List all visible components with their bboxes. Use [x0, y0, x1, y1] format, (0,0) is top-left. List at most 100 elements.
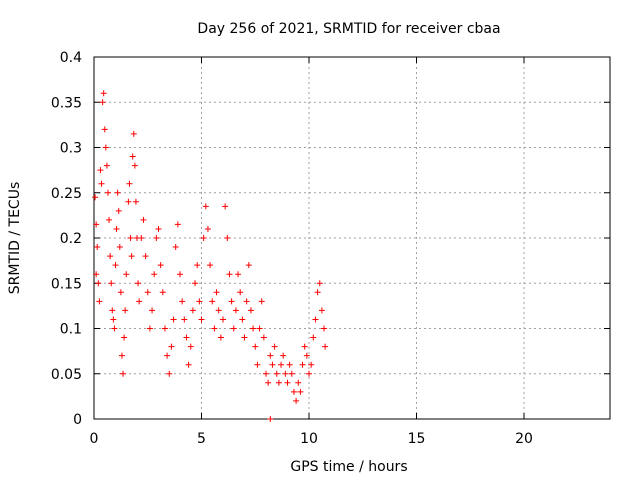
- data-point: [239, 316, 246, 323]
- data-point: [129, 153, 136, 160]
- data-point: [241, 334, 248, 341]
- data-point: [135, 280, 142, 287]
- data-point: [198, 316, 205, 323]
- data-point: [297, 388, 304, 395]
- x-axis: 0 5 10 15 20: [90, 57, 533, 447]
- data-point: [271, 343, 278, 350]
- x-axis-label: GPS time / hours: [290, 459, 407, 475]
- data-point: [273, 370, 280, 377]
- y-tick-label: 0.2: [60, 231, 82, 247]
- data-point: [128, 253, 135, 260]
- data-point: [123, 271, 130, 278]
- x-tick-label: 20: [515, 431, 533, 447]
- data-point: [303, 352, 310, 359]
- y-axis: 0 0.05 0.1 0.15 0.2 0.25 0.3 0.35 0.4: [51, 50, 610, 428]
- data-point: [161, 325, 168, 332]
- data-point: [108, 280, 115, 287]
- data-point: [278, 361, 285, 368]
- data-point: [235, 271, 242, 278]
- data-point: [222, 203, 229, 210]
- data-point: [177, 271, 183, 278]
- data-point: [95, 280, 102, 287]
- y-tick-label: 0.05: [51, 367, 82, 383]
- data-point: [192, 280, 199, 287]
- data-point: [301, 343, 308, 350]
- data-point: [121, 334, 128, 341]
- data-point: [120, 370, 127, 377]
- y-axis-label: SRMTID / TECUs: [7, 182, 23, 295]
- data-point: [127, 235, 134, 241]
- data-point: [92, 194, 99, 201]
- data-point: [314, 289, 321, 296]
- data-point: [112, 262, 119, 269]
- data-point: [109, 307, 116, 314]
- data-point: [282, 370, 289, 377]
- y-tick-label: 0.3: [60, 141, 82, 157]
- data-point: [269, 361, 276, 368]
- data-point: [226, 271, 233, 278]
- data-point: [104, 189, 111, 196]
- data-point: [213, 289, 220, 296]
- data-point: [187, 343, 194, 350]
- data-point: [115, 207, 122, 214]
- y-tick-label: 0.35: [51, 95, 82, 111]
- data-point: [211, 325, 218, 332]
- y-tick-label: 0.4: [60, 50, 82, 66]
- data-point: [316, 280, 323, 287]
- data-point: [245, 262, 252, 269]
- data-point: [207, 262, 214, 269]
- data-point: [306, 370, 312, 377]
- data-point: [151, 271, 158, 278]
- data-point: [185, 361, 192, 368]
- data-point: [258, 298, 265, 305]
- data-point: [299, 361, 306, 368]
- data-point: [183, 334, 190, 341]
- grid: [94, 57, 610, 419]
- x-tick-label: 15: [408, 431, 426, 447]
- data-point: [247, 307, 254, 314]
- data-point: [288, 370, 295, 377]
- data-point: [146, 325, 153, 332]
- data-point: [265, 379, 272, 386]
- x-tick-label: 10: [300, 431, 318, 447]
- data-point: [230, 325, 237, 332]
- data-point: [308, 361, 315, 368]
- x-tick-label: 5: [197, 431, 206, 447]
- data-point: [132, 198, 139, 205]
- data-point: [93, 221, 100, 228]
- data-point: [275, 379, 282, 386]
- data-point: [224, 235, 231, 241]
- data-point: [284, 379, 291, 386]
- data-point: [96, 298, 103, 305]
- data-point: [142, 253, 149, 260]
- data-point: [117, 289, 124, 296]
- data-point: [140, 216, 147, 223]
- data-point: [202, 203, 209, 210]
- data-point: [94, 244, 101, 251]
- chart-title: Day 256 of 2021, SRMTID for receiver cba…: [197, 21, 500, 37]
- data-point: [164, 352, 171, 359]
- data-point: [215, 307, 222, 314]
- data-point: [168, 343, 175, 350]
- data-point: [267, 416, 274, 422]
- data-point: [103, 162, 110, 169]
- data-series: [92, 90, 329, 422]
- data-point: [280, 352, 287, 359]
- data-point: [321, 325, 328, 332]
- data-point: [196, 298, 203, 305]
- data-point: [102, 144, 109, 151]
- data-point: [110, 316, 117, 323]
- plot-frame: [93, 56, 611, 420]
- data-point: [174, 221, 181, 228]
- y-tick-label: 0: [73, 412, 82, 428]
- data-point: [113, 225, 120, 232]
- data-point: [322, 343, 329, 350]
- data-point: [293, 397, 300, 404]
- data-point: [256, 325, 263, 332]
- data-point: [209, 298, 216, 305]
- data-point: [286, 361, 293, 368]
- data-point: [250, 325, 257, 332]
- data-point: [260, 334, 267, 341]
- data-point: [107, 253, 114, 260]
